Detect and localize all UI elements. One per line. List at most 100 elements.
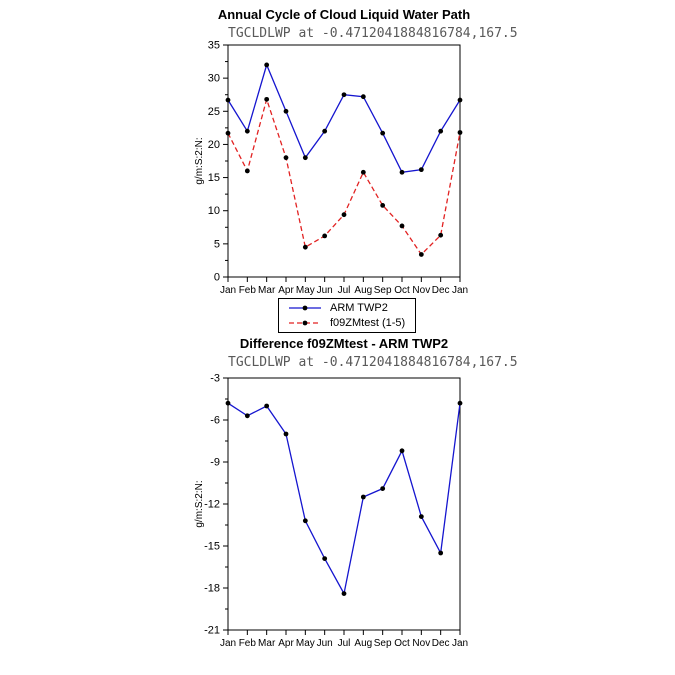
data-point-marker: [438, 128, 444, 134]
data-point-marker: [341, 591, 347, 596]
y-tick-label: -3: [210, 373, 220, 385]
x-tick-label: Jan: [220, 638, 236, 649]
data-point-marker: [399, 169, 405, 175]
y-axis-label: g/m:S:2:N:: [194, 480, 205, 527]
y-tick-label: 10: [208, 205, 220, 217]
data-point-marker: [418, 514, 424, 519]
bottom-chart-subtitle: TGCLDLWP at -0.4712041884816784,167.5: [228, 355, 518, 370]
data-point-marker: [244, 413, 250, 419]
legend-swatch-dashed-red: [289, 320, 321, 326]
x-tick-label: Dec: [432, 638, 450, 649]
y-tick-label: -18: [204, 583, 220, 595]
data-point-marker: [418, 167, 424, 173]
y-tick-label: 0: [214, 272, 220, 284]
data-point-marker: [264, 62, 270, 68]
legend-swatch-marker: [302, 320, 308, 326]
y-tick-label: -21: [204, 625, 220, 637]
y-tick-label: 30: [208, 73, 220, 85]
data-point-marker: [457, 97, 463, 103]
data-point-marker: [283, 155, 289, 161]
x-tick-label: Oct: [394, 638, 410, 649]
data-point-marker: [380, 486, 386, 491]
data-point-marker: [322, 233, 328, 239]
data-point-marker: [341, 212, 347, 218]
data-point-marker: [283, 431, 289, 437]
x-tick-label: Oct: [394, 285, 410, 296]
x-tick-label: Jan: [452, 285, 468, 296]
x-tick-label: Nov: [412, 285, 430, 296]
data-point-marker: [322, 556, 328, 561]
series-line: [227, 402, 461, 596]
x-tick-label: May: [296, 638, 315, 649]
x-tick-label: Apr: [278, 285, 294, 296]
x-tick-label: Mar: [258, 638, 276, 649]
data-point-marker: [380, 130, 386, 136]
x-tick-label: Aug: [354, 638, 372, 649]
y-axis-label: g/m:S:2:N:: [194, 137, 205, 184]
data-point-marker: [244, 168, 250, 174]
x-tick-label: Jan: [220, 285, 236, 296]
data-point-marker: [225, 97, 231, 103]
data-point-marker: [399, 223, 405, 229]
y-tick-label: 35: [208, 40, 220, 52]
data-point-marker: [360, 169, 366, 175]
data-point-marker: [418, 252, 424, 257]
data-point-marker: [244, 128, 250, 134]
top-chart-subtitle: TGCLDLWP at -0.4712041884816784,167.5: [228, 26, 518, 41]
x-tick-label: Jul: [338, 638, 351, 649]
legend-box: ARM TWP2 f09ZMtest (1-5): [278, 298, 417, 333]
legend-label: f09ZMtest (1-5): [330, 317, 406, 329]
y-tick-label: 15: [208, 172, 220, 184]
x-tick-label: Feb: [239, 638, 257, 649]
data-point-marker: [283, 108, 289, 114]
data-point-marker: [438, 232, 444, 238]
x-tick-label: Nov: [412, 638, 430, 649]
data-point-marker: [380, 203, 386, 208]
data-point-marker: [264, 96, 270, 102]
y-tick-label: -12: [204, 499, 220, 511]
data-point-marker: [438, 550, 444, 556]
series-line: [227, 97, 461, 256]
x-tick-label: Feb: [239, 285, 257, 296]
x-tick-label: Jun: [317, 638, 333, 649]
data-point-marker: [322, 128, 328, 134]
x-tick-label: Dec: [432, 285, 450, 296]
series-line: [227, 62, 461, 173]
x-tick-label: Sep: [374, 285, 392, 296]
legend-item-arm-twp2: ARM TWP2: [287, 302, 405, 314]
data-point-marker: [457, 400, 463, 406]
data-point-marker: [360, 494, 366, 500]
legend-label: ARM TWP2: [330, 302, 388, 314]
data-point-marker: [457, 130, 463, 135]
y-tick-label: 5: [214, 238, 220, 250]
data-point-marker: [399, 448, 405, 454]
legend-swatch-marker: [302, 305, 308, 311]
data-point-marker: [302, 244, 308, 250]
legend-item-f09zmtest: f09ZMtest (1-5): [287, 317, 405, 329]
top-chart-title: Annual Cycle of Cloud Liquid Water Path: [217, 7, 471, 22]
data-point-marker: [360, 94, 366, 100]
x-tick-label: Mar: [258, 285, 276, 296]
data-point-marker: [302, 155, 308, 161]
x-tick-label: Sep: [374, 638, 392, 649]
x-tick-label: Jul: [338, 285, 351, 296]
data-point-marker: [302, 518, 308, 524]
bottom-chart-title: Difference f09ZMtest - ARM TWP2: [239, 336, 449, 351]
x-tick-label: Aug: [354, 285, 372, 296]
y-tick-label: 20: [208, 139, 220, 151]
data-point-marker: [264, 403, 270, 409]
x-tick-label: Apr: [278, 638, 294, 649]
legend-swatch-solid-blue: [289, 305, 321, 311]
y-tick-label: -15: [204, 541, 220, 553]
y-tick-label: 25: [208, 106, 220, 118]
y-tick-label: -9: [210, 457, 220, 469]
data-point-marker: [225, 130, 231, 136]
x-tick-label: Jan: [452, 638, 468, 649]
y-tick-label: -6: [210, 415, 220, 427]
x-tick-label: Jun: [317, 285, 333, 296]
data-point-marker: [225, 400, 231, 406]
